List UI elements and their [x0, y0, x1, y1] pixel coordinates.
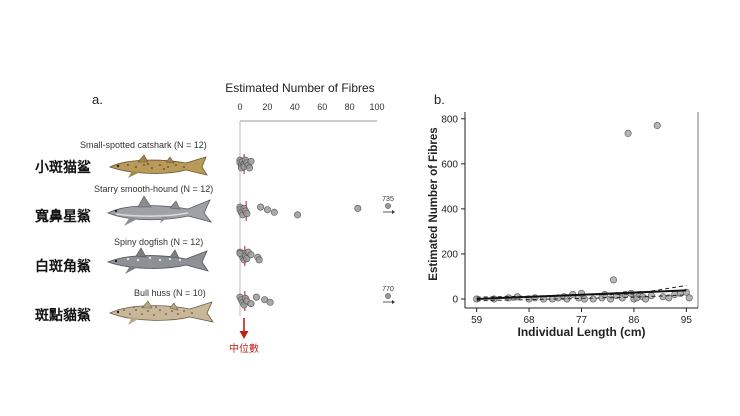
chart-b-x-label: Individual Length (cm) — [518, 325, 646, 339]
chart-b-point-37 — [685, 294, 693, 302]
chart-a-point-0-10 — [246, 164, 254, 172]
chart-a-point-2-10 — [255, 256, 263, 264]
species-label-catshark: Small-spotted catshark (N = 12) — [80, 140, 207, 150]
catshark-image — [108, 154, 208, 178]
species-label-dogfish: Spiny dogfish (N = 12) — [114, 237, 204, 247]
chart-a-point-1-9 — [270, 208, 278, 216]
outlier-arrowhead-3 — [392, 300, 395, 304]
chart-b-xtick-label-0: 59 — [471, 315, 483, 326]
chart-a-tick-label-4: 80 — [345, 102, 355, 112]
chart-b-xtick-label-4: 95 — [681, 315, 693, 326]
chart-b-y-label: Estimated Number of Fibres — [428, 127, 440, 280]
chart-a-point-2-8 — [247, 251, 255, 259]
chart-b-point-15 — [589, 295, 597, 303]
chart-a-point-1-11 — [354, 204, 362, 212]
chart-b-ytick-label-4: 800 — [441, 114, 458, 125]
chart-b-ytick-label-1: 200 — [441, 249, 458, 260]
outlier-label-3: 770 — [382, 286, 394, 293]
species-label-bull-huss: Bull huss (N = 10) — [134, 288, 206, 298]
outlier-point-3 — [385, 293, 391, 299]
chart-a-point-3-9 — [266, 298, 274, 306]
chart-b-fit-line — [476, 289, 687, 300]
chart-a-point-1-8 — [263, 206, 271, 214]
panel-b-label: b. — [434, 92, 445, 107]
chart-a-point-2-11 — [236, 249, 244, 257]
chart-a-tick-label-1: 20 — [262, 102, 272, 112]
chart-b-point-29 — [642, 295, 650, 303]
chart-b-xtick-label-3: 86 — [628, 315, 640, 326]
dogfish-image — [106, 247, 209, 274]
chart-b-xtick-label-2: 77 — [576, 315, 588, 326]
chart-b-ytick-label-0: 0 — [452, 294, 458, 305]
outlier-label-1: 735 — [382, 196, 394, 203]
chart-b-point-23 — [624, 129, 632, 137]
chart-a-point-0-11 — [247, 157, 255, 165]
chart-b-point-33 — [665, 294, 673, 302]
chart-b-ytick-label-3: 600 — [441, 159, 458, 170]
chart-a-tick-label-2: 40 — [290, 102, 300, 112]
chart-b-ci-lower — [476, 294, 687, 302]
chart-a-point-1-7 — [257, 203, 265, 211]
median-label: 中位數 — [229, 342, 259, 355]
chart-b-point-14 — [580, 295, 588, 303]
chart-a-tick-label-3: 60 — [317, 102, 327, 112]
chart-a-title: Estimated Number of Fibres — [225, 81, 374, 95]
chart-b-ytick-label-2: 400 — [441, 204, 458, 215]
smooth-hound-image — [107, 195, 213, 226]
chart-a-point-1-10 — [294, 211, 302, 219]
median-arrowhead — [239, 331, 249, 339]
species-label-smooth-hound: Starry smooth-hound (N = 12) — [94, 184, 214, 194]
bull-huss-image — [109, 300, 214, 325]
chart-b-point-19 — [610, 276, 618, 284]
chinese-label-dogfish: 白斑角鯊 — [35, 259, 91, 275]
outlier-arrowhead-1 — [392, 210, 395, 214]
chart-a-point-3-7 — [252, 293, 260, 301]
outlier-point-1 — [385, 203, 391, 209]
chart-b-point-32 — [659, 293, 667, 301]
chart-a-tick-label-5: 100 — [369, 102, 384, 112]
chart-a-point-3-6 — [247, 300, 255, 308]
chinese-label-bull-huss: 斑點貓鯊 — [35, 308, 91, 324]
chinese-label-catshark: 小斑猫鲨 — [35, 160, 91, 176]
chart-a-point-1-6 — [243, 210, 251, 218]
panel-a-label: a. — [92, 92, 103, 107]
chinese-label-smooth-hound: 寬鼻星鯊 — [35, 209, 91, 225]
chart-b-point-30 — [647, 292, 655, 300]
chart-b-point-34 — [671, 290, 679, 298]
chart-a-tick-label-0: 0 — [237, 102, 242, 112]
chart-b-xtick-label-1: 68 — [524, 315, 536, 326]
chart-b-point-18 — [607, 295, 615, 303]
chart-b-point-31 — [653, 122, 661, 130]
